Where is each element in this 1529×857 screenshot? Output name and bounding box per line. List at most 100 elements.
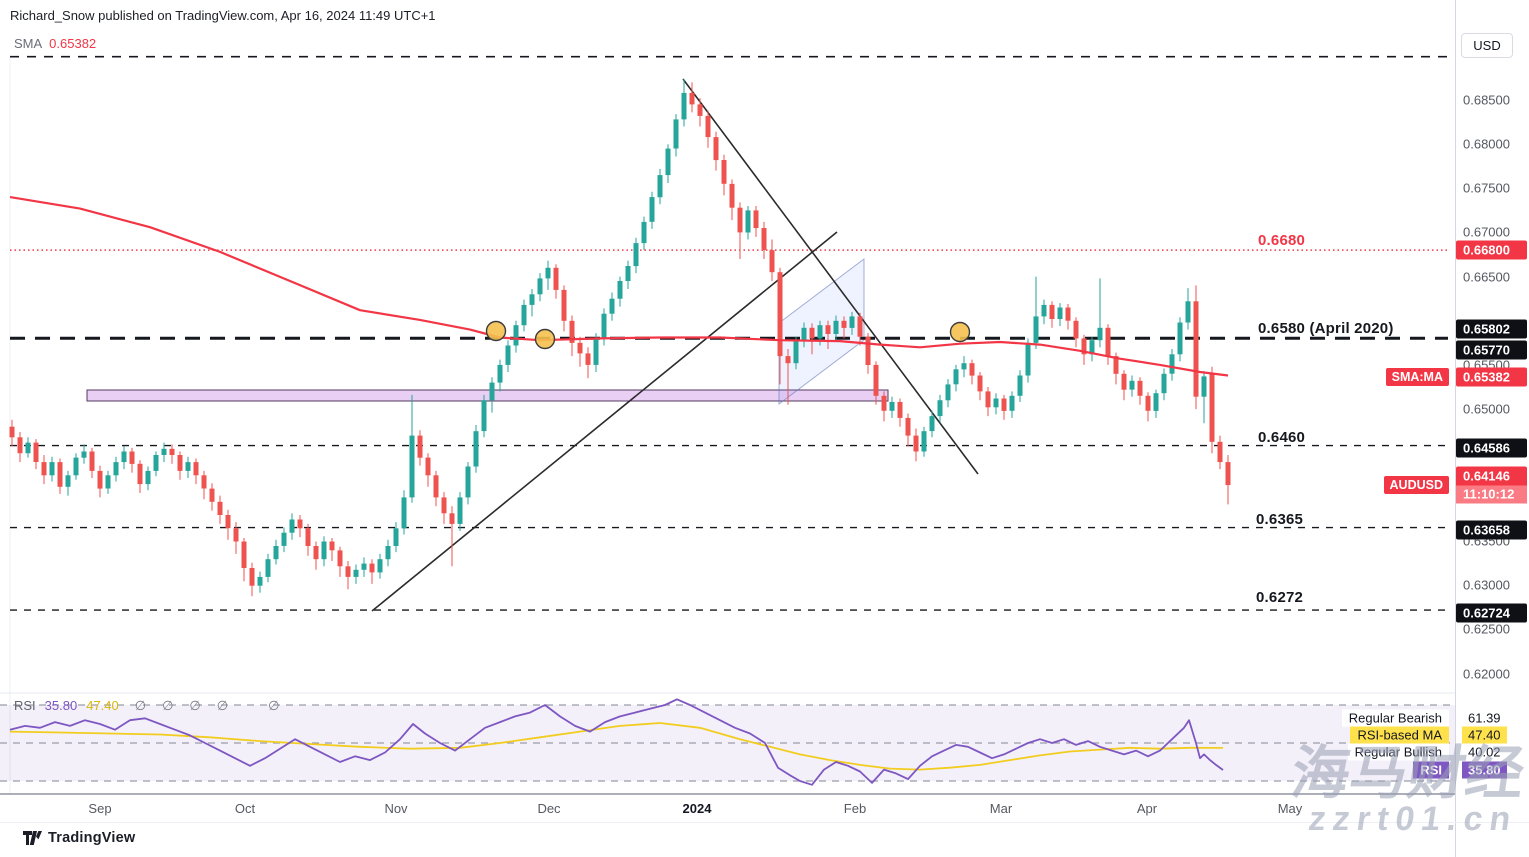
candle-body [41, 462, 47, 476]
rsi-status-item: 35.80 [44, 698, 78, 713]
rsi-row-value: 35.80 [1462, 761, 1507, 779]
sma-legend[interactable]: SMA 0.65382 [14, 36, 96, 51]
price-tick[interactable]: 0.65000 [1463, 401, 1510, 417]
candle-body [905, 417, 911, 436]
candle-body [161, 448, 167, 455]
candle-body [105, 475, 111, 489]
candle-body [593, 338, 599, 365]
candle-body [1065, 307, 1071, 321]
candle-body [609, 298, 615, 314]
candle-body [1137, 380, 1143, 396]
rsi-row-value: 47.40 [1462, 726, 1507, 744]
candle-body [1185, 301, 1191, 323]
time-axis[interactable] [0, 795, 1529, 823]
time-axis-label[interactable]: Sep [88, 801, 112, 816]
candle-body [577, 342, 583, 354]
candle-body [993, 398, 999, 408]
candle-body [177, 455, 183, 471]
candle-body [1169, 354, 1175, 374]
candle-body [681, 92, 687, 120]
candle-body [313, 546, 319, 560]
candle-body [137, 463, 143, 485]
tradingview-footer[interactable]: TradingView [23, 830, 135, 846]
candle-body [1161, 373, 1167, 394]
level-price-label: 0.6580 (April 2020) [1258, 320, 1394, 337]
candle-body [761, 228, 767, 251]
candle-body [393, 528, 399, 546]
candle-body [849, 316, 855, 328]
candle-body [1097, 327, 1103, 341]
candle-body [553, 267, 559, 290]
currency-toggle-button[interactable]: USD [1461, 33, 1513, 58]
time-axis-label[interactable]: Oct [234, 801, 256, 816]
candle-body [305, 528, 311, 546]
rsi-row-label: Regular Bearish [1341, 709, 1449, 727]
sma-legend-label: SMA [14, 36, 43, 51]
candle-body [721, 160, 727, 184]
rsi-status-item: ∅ [268, 698, 280, 713]
candle-body [585, 353, 591, 365]
price-tick[interactable]: 0.62500 [1463, 621, 1510, 637]
candle-body [241, 541, 247, 568]
candle-body [233, 528, 239, 542]
candle-body [81, 451, 87, 458]
candle-body [713, 137, 719, 161]
time-axis-label[interactable]: Feb [843, 801, 867, 816]
candle-body [425, 457, 431, 476]
candle-body [401, 497, 407, 529]
candle-body [65, 475, 71, 487]
candle-body [153, 455, 159, 471]
price-tick[interactable]: 0.62000 [1463, 666, 1510, 682]
time-axis-label[interactable]: Mar [989, 801, 1013, 816]
candle-body [497, 364, 503, 383]
candle-body [17, 437, 23, 454]
price-axis-border [1455, 0, 1456, 857]
time-axis-label[interactable]: 2024 [682, 801, 712, 816]
candle-body [1217, 441, 1223, 463]
candle-body [1017, 375, 1023, 396]
candle-body [481, 400, 487, 432]
candle-body [1001, 398, 1007, 411]
candle-body [129, 451, 135, 464]
rsi-status-item: ∅ [189, 698, 201, 713]
candle-body [961, 363, 967, 370]
time-axis-label[interactable]: May [1277, 801, 1303, 816]
price-tick[interactable]: 0.68000 [1463, 136, 1510, 152]
tradingview-brand-text: TradingView [48, 830, 136, 846]
candle-body [209, 488, 215, 502]
candle-body [1041, 304, 1047, 317]
rsi-status-item: ∅ [134, 698, 147, 713]
candle-body [169, 448, 175, 455]
price-badge: 0.64586 [1456, 438, 1527, 458]
sma-legend-value: 0.65382 [49, 36, 97, 51]
candle-body [273, 546, 279, 560]
price-tick[interactable]: 0.67000 [1463, 224, 1510, 240]
sma-line [9, 196, 1229, 377]
candle-body [897, 402, 903, 418]
price-tick[interactable]: 0.63000 [1463, 577, 1510, 593]
candle-body [1225, 462, 1231, 486]
candle-body [329, 541, 335, 551]
axis-side-label: AUDUSD [1383, 476, 1449, 494]
sma-touch-circle [534, 328, 556, 350]
time-axis-label[interactable]: Apr [1136, 801, 1158, 816]
candle-body [833, 320, 839, 334]
price-tick[interactable]: 0.67500 [1463, 180, 1510, 196]
level-price-label: 0.6365 [1256, 511, 1304, 528]
candle-body [1153, 393, 1159, 411]
candle-body [449, 513, 455, 524]
candle-body [617, 281, 623, 299]
rsi-status-item: ∅ [216, 698, 229, 713]
price-tick[interactable]: 0.68500 [1463, 92, 1510, 108]
time-axis-label[interactable]: Nov [384, 801, 408, 816]
candle-body [777, 272, 783, 357]
rsi-status-item: 47.40 [86, 698, 119, 713]
time-axis-label[interactable]: Dec [537, 801, 561, 816]
rsi-status-item: RSI [14, 698, 36, 713]
rsi-status-line[interactable]: RSI 35.80 47.40 ∅ ∅ ∅ ∅ ∅ [14, 698, 279, 714]
rsi-row-label: RSI-based MA [1350, 726, 1449, 744]
candle-body [457, 497, 463, 524]
price-tick[interactable]: 0.66500 [1463, 269, 1510, 285]
candle-body [929, 416, 935, 432]
